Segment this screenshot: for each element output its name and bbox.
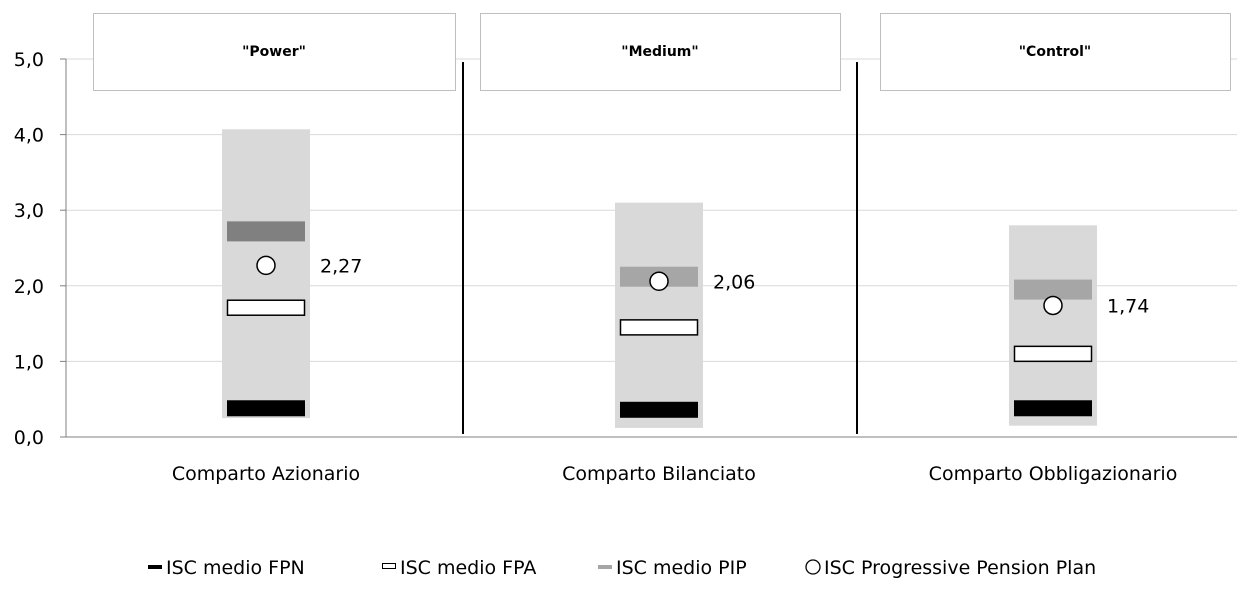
- panel-header-box: [480, 13, 841, 91]
- legend-swatch-fpn: [148, 565, 162, 569]
- panel-title: "Control": [1019, 44, 1091, 60]
- legend-swatch-ppp: [805, 559, 821, 575]
- legend-label: ISC medio PIP: [616, 557, 747, 579]
- ppp-data-label: 2,06: [713, 271, 755, 293]
- panel-headers: "Power" "Medium" "Control": [93, 13, 1231, 434]
- y-tick-label: 1,0: [14, 351, 44, 373]
- legend-swatch-pip: [598, 565, 612, 569]
- legend-label: ISC medio FPA: [400, 557, 536, 579]
- x-category-label: Comparto Bilanciato: [562, 463, 756, 485]
- axes: 0,0 1,0 2,0 3,0 4,0 5,0 Comparto Azionario Comp…: [14, 49, 1237, 485]
- series-marks: [226, 221, 1093, 418]
- panel-title: "Power": [242, 44, 306, 60]
- panel-title: "Medium": [621, 44, 698, 60]
- legend: ISC medio FPN ISC medio FPA ISC medio PIP I…: [148, 557, 1096, 579]
- y-tick-label: 5,0: [14, 49, 44, 71]
- ppp-marker: [649, 271, 669, 292]
- panel-header-box: [880, 13, 1231, 91]
- fpn-marker: [620, 401, 698, 418]
- legend-label: ISC medio FPN: [166, 557, 305, 579]
- range-background: [615, 202, 703, 428]
- fpa-marker: [619, 319, 699, 336]
- fpn-marker: [227, 400, 305, 417]
- ppp-marker: [1043, 295, 1063, 316]
- y-tick-label: 3,0: [14, 200, 44, 222]
- y-tick-label: 0,0: [14, 427, 44, 449]
- range-background: [1009, 225, 1097, 426]
- fpn-marker: [1014, 400, 1092, 417]
- range-backgrounds: [222, 129, 1097, 428]
- legend-label: ISC Progressive Pension Plan: [824, 557, 1096, 579]
- ppp-data-label: 1,74: [1107, 295, 1149, 317]
- fpa-marker: [1013, 345, 1093, 363]
- pip-marker: [227, 221, 305, 242]
- pip-marker: [1014, 279, 1092, 300]
- x-category-label: Comparto Azionario: [172, 463, 360, 485]
- x-category-label: Comparto Obbligazionario: [929, 463, 1178, 485]
- y-tick-label: 4,0: [14, 125, 44, 147]
- ppp-data-label: 2,27: [320, 255, 362, 277]
- panel-header-box: [93, 13, 456, 91]
- data-labels: 2,27 2,06 1,74: [320, 255, 1149, 317]
- y-tick-label: 2,0: [14, 276, 44, 298]
- legend-swatch-fpa: [382, 563, 396, 569]
- fpa-marker: [226, 299, 306, 316]
- ppp-marker: [256, 255, 276, 276]
